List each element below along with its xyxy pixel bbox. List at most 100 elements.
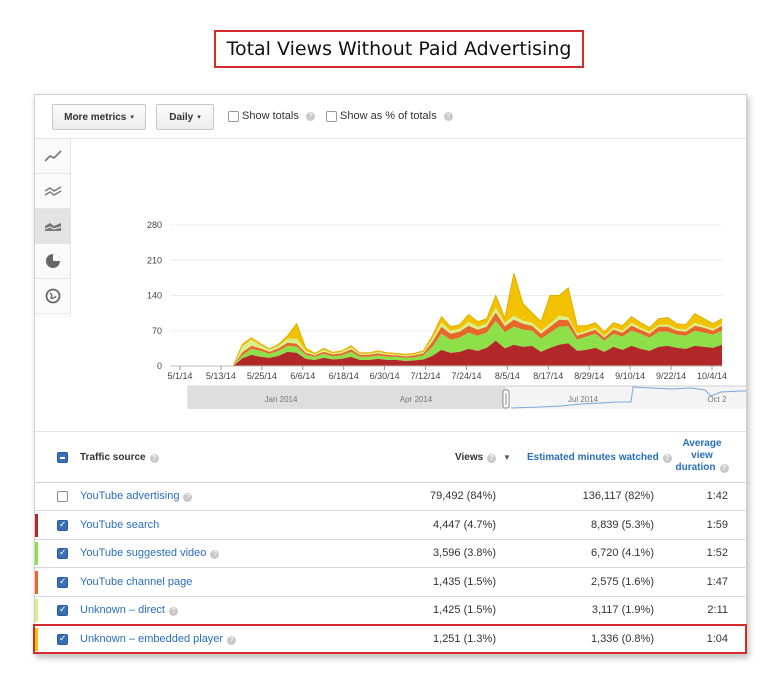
series-color-marker: [35, 570, 38, 594]
row-checkbox[interactable]: [57, 576, 68, 588]
views-cell: 3,596 (3.8%): [433, 547, 496, 559]
help-icon[interactable]: ?: [443, 111, 453, 121]
traffic-source-link[interactable]: YouTube advertising?: [80, 490, 193, 502]
x-tick-label: 5/25/14: [247, 371, 277, 381]
daily-dropdown[interactable]: Daily ▾: [156, 104, 214, 130]
multi-line-chart-icon[interactable]: [35, 174, 71, 209]
views-cell: 4,447 (4.7%): [433, 518, 496, 531]
minutes-cell: 136,117 (82%): [582, 490, 654, 502]
header-minutes-watched[interactable]: Estimated minutes watched?: [527, 452, 672, 463]
row-checkbox[interactable]: [57, 547, 68, 559]
x-tick-label: 5/1/14: [167, 371, 192, 381]
duration-cell: 1:59: [706, 518, 728, 531]
help-icon[interactable]: ?: [662, 454, 672, 463]
page-title: Total Views Without Paid Advertising: [214, 30, 584, 68]
traffic-source-link[interactable]: YouTube channel page: [80, 576, 192, 588]
help-icon[interactable]: ?: [210, 550, 220, 559]
timeline-label: Apr 2014: [400, 395, 433, 404]
traffic-source-label: YouTube channel page: [80, 575, 193, 588]
show-totals-checkbox[interactable]: [228, 110, 239, 122]
caret-down-icon: ▾: [130, 114, 134, 121]
traffic-source-link[interactable]: YouTube suggested video?: [80, 547, 220, 559]
header-minutes-label: Estimated minutes watched: [527, 452, 659, 463]
row-checkbox[interactable]: [57, 633, 68, 645]
x-tick-label: 6/18/14: [329, 371, 359, 381]
header-traffic-source[interactable]: Traffic source?: [80, 452, 159, 463]
timeline-label: Oct 2: [707, 395, 727, 404]
views-cell: 1,251 (1.3%): [433, 632, 496, 645]
analytics-panel: More metrics ▾ Daily ▾ Show totals ? Sho…: [33, 94, 747, 655]
row-checkbox[interactable]: [57, 604, 68, 616]
header-views-label: Views: [455, 452, 484, 463]
show-totals-toggle[interactable]: Show totals ?: [228, 110, 315, 122]
line-chart-icon[interactable]: [35, 139, 71, 174]
traffic-source-link[interactable]: YouTube search: [80, 519, 159, 531]
table-row[interactable]: YouTube search 4,447 (4.7%) 8,839 (5.3%) 1:…: [35, 512, 746, 540]
x-tick-label: 7/24/14: [451, 371, 481, 381]
x-tick-label: 7/12/14: [411, 371, 441, 381]
y-tick-label: 140: [147, 291, 162, 301]
views-cell: 1,425 (1.5%): [433, 604, 496, 616]
y-tick-label: 210: [147, 255, 162, 265]
header-views[interactable]: Views? ▼: [455, 452, 511, 463]
traffic-source-label: YouTube suggested video: [80, 547, 207, 559]
show-pct-toggle[interactable]: Show as % of totals ?: [326, 110, 453, 122]
table-row[interactable]: Unknown – direct? 1,425 (1.5%) 3,117 (1.9%…: [35, 597, 746, 625]
help-icon[interactable]: ?: [183, 493, 193, 502]
traffic-source-label: YouTube advertising: [80, 490, 180, 502]
chart-type-selector: [35, 139, 71, 317]
table-row[interactable]: Unknown – embedded player? 1,251 (1.3%) 1,…: [35, 626, 746, 654]
help-icon[interactable]: ?: [719, 464, 729, 473]
y-tick-label: 280: [147, 220, 162, 230]
show-pct-label: Show as % of totals: [340, 110, 437, 122]
stacked-area-chart: 280 210 140 70 0 5/1/14 5/13/14 5/25/14 6/6/14 6/…: [147, 220, 746, 409]
traffic-source-link[interactable]: Unknown – embedded player?: [80, 632, 237, 645]
traffic-source-label: Unknown – embedded player: [80, 632, 224, 645]
help-icon[interactable]: ?: [227, 635, 237, 645]
row-checkbox[interactable]: [57, 491, 68, 502]
table-row[interactable]: YouTube channel page 1,435 (1.5%) 2,575 (1…: [35, 569, 746, 597]
y-tick-label: 70: [152, 326, 162, 336]
area-series: [170, 320, 722, 366]
more-metrics-button[interactable]: More metrics ▾: [52, 104, 146, 130]
duration-cell: 1:42: [706, 490, 728, 502]
traffic-source-label: Unknown – direct: [80, 604, 165, 616]
x-tick-label: 5/13/14: [206, 371, 236, 381]
help-icon[interactable]: ?: [487, 454, 497, 463]
stacked-area-chart-icon[interactable]: [35, 209, 71, 244]
timeline-label: Jan 2014: [265, 395, 298, 404]
minutes-cell: 2,575 (1.6%): [591, 575, 654, 588]
table-row[interactable]: YouTube suggested video? 3,596 (3.8%) 6,72…: [35, 540, 746, 568]
traffic-chart: 280 210 140 70 0 5/1/14 5/13/14 5/25/14 6/6/14 6/…: [71, 139, 746, 409]
timeline-unselected-left: [188, 386, 506, 409]
pie-chart-icon[interactable]: [35, 244, 71, 279]
sort-desc-icon[interactable]: ▼: [502, 453, 511, 462]
series-color-marker: [35, 542, 38, 565]
total-outline: [170, 273, 723, 367]
area-series: [170, 340, 722, 366]
views-cell: 1,435 (1.5%): [433, 575, 496, 588]
minutes-cell: 3,117 (1.9%): [591, 604, 654, 616]
caret-down-icon: ▾: [197, 114, 201, 121]
select-all-checkbox[interactable]: [57, 452, 68, 463]
traffic-source-label: YouTube search: [80, 518, 160, 531]
traffic-source-link[interactable]: Unknown – direct?: [80, 604, 178, 616]
y-tick-label: 0: [157, 361, 162, 371]
x-tick-label: 8/17/14: [533, 371, 563, 381]
table-header: Traffic source? Views? ▼ Estimated minut…: [35, 431, 746, 483]
help-icon[interactable]: ?: [149, 454, 159, 463]
views-cell: 79,492 (84%): [429, 490, 496, 502]
minus-icon: [60, 457, 65, 459]
series-color-marker: [35, 627, 38, 651]
row-checkbox[interactable]: [57, 519, 68, 531]
show-pct-checkbox[interactable]: [326, 110, 337, 122]
timeline-sparkline: [510, 386, 746, 409]
minutes-cell: 1,336 (0.8%): [591, 632, 654, 645]
x-tick-label: 8/5/14: [495, 371, 520, 381]
header-avg-duration[interactable]: Average view duration?: [675, 438, 729, 474]
minutes-cell: 8,839 (5.3%): [591, 518, 654, 531]
table-row[interactable]: YouTube advertising? 79,492 (84%) 136,117 …: [35, 483, 746, 511]
globe-map-icon[interactable]: [35, 279, 71, 314]
help-icon[interactable]: ?: [169, 607, 178, 616]
help-icon[interactable]: ?: [305, 111, 315, 121]
